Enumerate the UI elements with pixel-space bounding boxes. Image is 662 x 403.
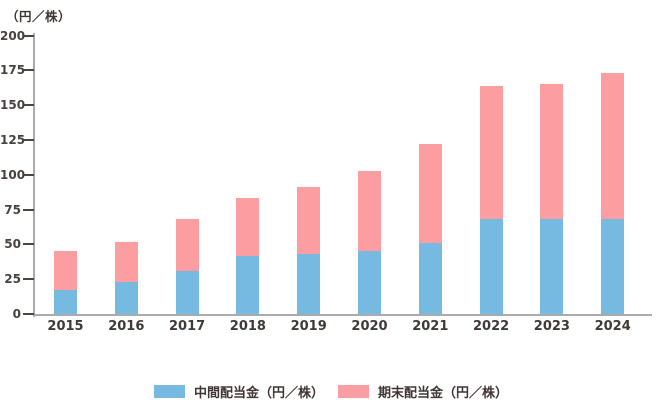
bar-interim-2016 xyxy=(114,281,138,314)
y-tick-label: 25 xyxy=(4,272,21,287)
bar-interim-2019 xyxy=(297,254,321,314)
y-axis-line xyxy=(33,33,35,317)
x-tick-label-2024: 2024 xyxy=(594,319,631,334)
y-tick-mark xyxy=(23,313,34,315)
x-tick-label-2019: 2019 xyxy=(290,319,327,334)
x-axis-line xyxy=(33,314,652,316)
bar-yearend-2016 xyxy=(114,241,138,282)
bar-interim-2017 xyxy=(175,270,199,314)
legend-item-interim: 中間配当金（円／株） xyxy=(153,382,324,401)
bar-yearend-2019 xyxy=(297,187,321,255)
x-tick-label-2015: 2015 xyxy=(47,319,84,334)
x-tick-label-2021: 2021 xyxy=(412,319,449,334)
bar-interim-2021 xyxy=(418,242,442,314)
legend-item-yearend: 期末配当金（円／株） xyxy=(338,382,508,401)
y-tick-mark xyxy=(23,173,34,176)
bar-yearend-2020 xyxy=(358,170,381,252)
y-tick-label: 150 xyxy=(0,98,26,113)
y-tick-mark xyxy=(23,243,34,246)
y-tick-label: 0 xyxy=(12,307,21,321)
y-tick-label: 50 xyxy=(4,237,21,252)
bar-yearend-2023 xyxy=(540,84,564,220)
y-tick-mark xyxy=(23,278,34,281)
legend-label-yearend: 期末配当金（円／株） xyxy=(378,386,509,401)
bar-interim-2022 xyxy=(479,219,503,314)
x-tick-label-2016: 2016 xyxy=(108,319,145,334)
y-tick-mark xyxy=(23,69,34,72)
x-tick-label-2017: 2017 xyxy=(169,319,206,334)
y-axis-unit-label: （円／株） xyxy=(6,9,72,24)
x-tick-label-2018: 2018 xyxy=(229,319,266,334)
x-tick-label-2020: 2020 xyxy=(351,319,388,334)
y-tick-mark xyxy=(23,208,34,211)
legend-swatch-interim-icon xyxy=(153,385,185,398)
bar-yearend-2015 xyxy=(54,251,77,291)
bar-yearend-2022 xyxy=(479,85,503,220)
x-tick-label-2022: 2022 xyxy=(473,319,510,334)
bar-yearend-2017 xyxy=(175,219,199,271)
y-tick-mark xyxy=(23,104,34,107)
bar-interim-2018 xyxy=(236,255,260,314)
y-tick-label: 100 xyxy=(0,167,26,182)
bar-interim-2015 xyxy=(54,290,77,314)
y-tick-mark xyxy=(23,34,34,37)
bar-interim-2020 xyxy=(358,251,381,314)
bar-yearend-2021 xyxy=(418,144,442,243)
bar-yearend-2018 xyxy=(236,198,260,256)
y-tick-label: 125 xyxy=(0,132,26,147)
y-tick-mark xyxy=(23,138,34,141)
bar-interim-2024 xyxy=(601,219,625,314)
y-tick-label: 175 xyxy=(0,63,26,78)
y-tick-label: 200 xyxy=(0,28,26,43)
legend: 中間配当金（円／株） 期末配当金（円／株） xyxy=(0,382,662,401)
y-tick-label: 75 xyxy=(4,202,21,217)
bar-yearend-2024 xyxy=(601,73,625,220)
bar-interim-2023 xyxy=(540,219,564,314)
legend-swatch-yearend-icon xyxy=(338,385,369,398)
legend-label-interim: 中間配当金（円／株） xyxy=(193,386,324,401)
x-tick-label-2023: 2023 xyxy=(533,319,570,334)
